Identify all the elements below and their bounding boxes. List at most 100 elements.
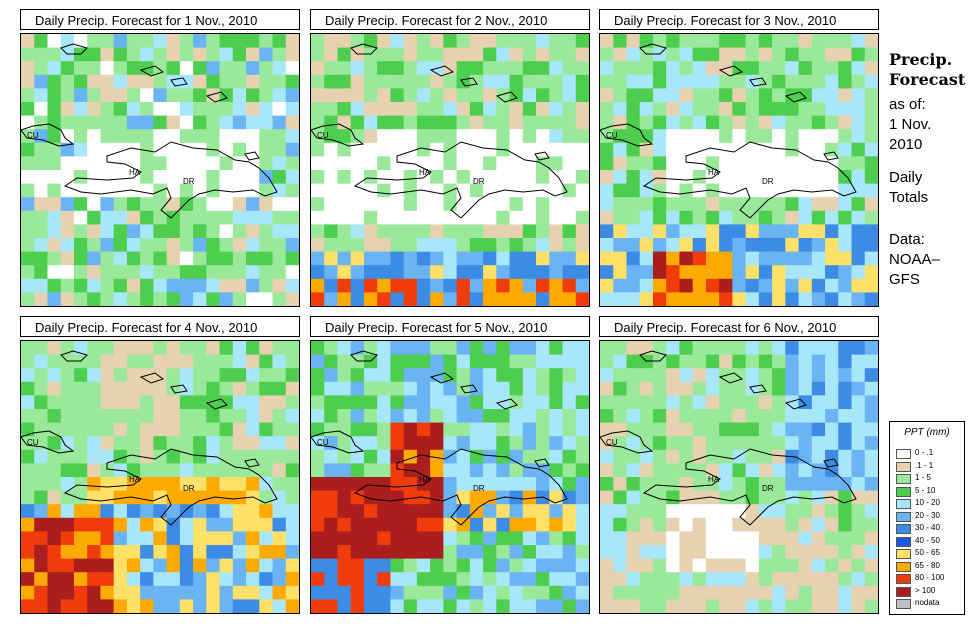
grid-cell bbox=[719, 265, 733, 280]
precip-map[interactable]: CU HA DR bbox=[20, 340, 300, 614]
grid-cell bbox=[509, 34, 524, 49]
grid-cell bbox=[864, 436, 878, 451]
coastline bbox=[460, 384, 478, 394]
grid-cell bbox=[73, 490, 88, 505]
grid-cell bbox=[838, 381, 853, 396]
grid-cell bbox=[483, 88, 497, 103]
precip-map[interactable]: CU HA DR bbox=[599, 340, 879, 614]
grid-cell bbox=[798, 115, 813, 130]
grid-cell bbox=[377, 558, 392, 573]
grid-cell bbox=[377, 449, 392, 464]
grid-cell bbox=[864, 490, 878, 505]
grid-cell bbox=[403, 183, 418, 198]
grid-cell bbox=[193, 354, 207, 369]
precip-map[interactable]: CU HA DR bbox=[310, 33, 590, 307]
grid-cell bbox=[73, 102, 88, 117]
grid-cell bbox=[522, 129, 537, 144]
grid-cell bbox=[838, 224, 853, 239]
grid-cell bbox=[732, 545, 747, 560]
grid-cell bbox=[679, 422, 694, 437]
grid-cell bbox=[166, 224, 181, 239]
grid-cell bbox=[246, 210, 260, 225]
grid-cell bbox=[47, 265, 62, 280]
grid-cell bbox=[390, 47, 405, 62]
grid-cell bbox=[73, 183, 88, 198]
grid-cell bbox=[100, 224, 115, 239]
grid-cell bbox=[600, 409, 614, 424]
grid-cell bbox=[259, 61, 274, 76]
grid-cell bbox=[575, 558, 589, 573]
grid-cell bbox=[679, 409, 694, 424]
grid-cell bbox=[483, 572, 497, 587]
grid-cell bbox=[719, 142, 733, 157]
precip-map[interactable]: CU HA DR bbox=[20, 33, 300, 307]
grid-cell bbox=[193, 170, 207, 185]
legend-swatch bbox=[896, 524, 911, 534]
grid-cell bbox=[259, 354, 274, 369]
grid-cell bbox=[719, 129, 733, 144]
grid-cell bbox=[34, 572, 49, 587]
grid-cell bbox=[613, 88, 628, 103]
grid-cell bbox=[811, 395, 826, 410]
grid-cell bbox=[140, 463, 154, 478]
grid-cell bbox=[193, 88, 207, 103]
grid-cell bbox=[259, 156, 274, 171]
grid-cell bbox=[113, 251, 128, 266]
precip-map[interactable]: CU HA DR bbox=[310, 340, 590, 614]
grid-cell bbox=[469, 183, 484, 198]
grid-cell bbox=[496, 224, 511, 239]
grid-cell bbox=[864, 354, 878, 369]
grid-cell bbox=[324, 599, 339, 613]
grid-cell bbox=[613, 558, 628, 573]
grid-cell bbox=[285, 558, 299, 573]
grid-cell bbox=[772, 341, 786, 356]
grid-cell bbox=[851, 74, 866, 89]
grid-cell bbox=[483, 354, 497, 369]
legend-title: PPT (mm) bbox=[904, 427, 950, 438]
grid-cell bbox=[21, 354, 35, 369]
grid-cell bbox=[600, 341, 614, 356]
grid-cell bbox=[745, 156, 760, 171]
grid-cell bbox=[705, 115, 720, 130]
panel-title: Daily Precip. Forecast for 3 Nov., 2010 bbox=[599, 9, 879, 30]
grid-cell bbox=[705, 395, 720, 410]
precip-map[interactable]: CU HA DR bbox=[599, 33, 879, 307]
grid-cell bbox=[206, 477, 221, 492]
grid-cell bbox=[377, 47, 392, 62]
grid-cell bbox=[626, 197, 641, 212]
grid-cell bbox=[469, 436, 484, 451]
grid-cell bbox=[758, 395, 773, 410]
grid-cell bbox=[679, 436, 694, 451]
grid-cell bbox=[758, 558, 773, 573]
grid-cell bbox=[772, 436, 786, 451]
grid-cell bbox=[811, 436, 826, 451]
grid-cell bbox=[483, 74, 497, 89]
grid-cell bbox=[549, 558, 564, 573]
grid-cell bbox=[47, 368, 62, 383]
grid-cell bbox=[113, 517, 128, 532]
grid-cell bbox=[864, 599, 878, 613]
grid-cell bbox=[232, 381, 247, 396]
grid-cell bbox=[166, 251, 181, 266]
grid-cell bbox=[21, 517, 35, 532]
grid-cell bbox=[337, 210, 352, 225]
grid-cell bbox=[324, 422, 339, 437]
grid-cell bbox=[363, 88, 378, 103]
grid-cell bbox=[60, 395, 75, 410]
grid-cell bbox=[21, 183, 35, 198]
grid-cell bbox=[390, 449, 405, 464]
grid-cell bbox=[536, 354, 550, 369]
coastline bbox=[718, 65, 744, 77]
grid-cell bbox=[73, 436, 88, 451]
grid-cell bbox=[549, 531, 564, 546]
grid-cell bbox=[232, 74, 247, 89]
grid-cell bbox=[549, 224, 564, 239]
grid-cell bbox=[469, 422, 484, 437]
grid-cell bbox=[377, 368, 392, 383]
grid-cell bbox=[324, 61, 339, 76]
grid-cell bbox=[825, 381, 839, 396]
grid-cell bbox=[324, 238, 339, 253]
grid-cell bbox=[838, 156, 853, 171]
grid-cell bbox=[100, 558, 115, 573]
grid-cell bbox=[140, 436, 154, 451]
